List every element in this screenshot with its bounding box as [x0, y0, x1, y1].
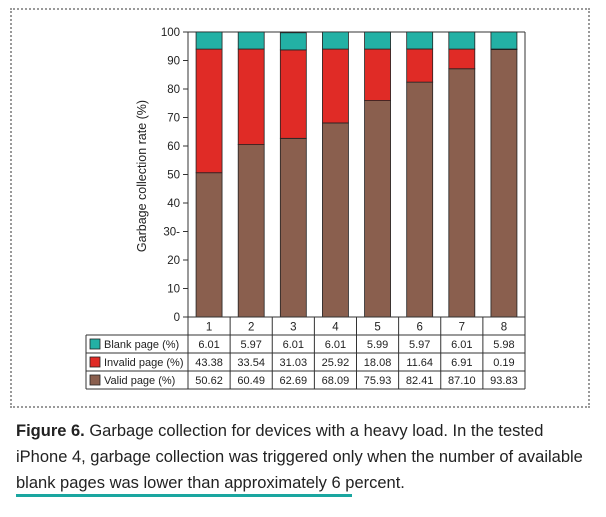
bar-segment-invalid — [448, 48, 476, 70]
bar-segment-valid — [364, 100, 391, 318]
bar-segment-invalid — [364, 48, 391, 101]
data-label: 60.49 — [237, 375, 265, 387]
data-label: 62.69 — [280, 375, 308, 387]
legend-swatch — [89, 338, 101, 350]
bar-segment-invalid — [237, 48, 265, 146]
x-tick-label: 2 — [248, 322, 254, 334]
y-tick-label: 30- — [163, 227, 180, 239]
data-label: 18.08 — [364, 357, 392, 369]
data-label: 75.93 — [364, 375, 392, 387]
x-tick-label: 7 — [459, 322, 465, 334]
x-tick-label: 5 — [374, 322, 380, 334]
legend-label: Valid page (%) — [104, 375, 175, 387]
bar-segment-blank — [322, 31, 349, 50]
data-label: 43.38 — [195, 357, 223, 369]
bar-segment-blank — [237, 31, 265, 50]
bar-segment-blank — [490, 31, 518, 50]
legend-swatch — [89, 374, 101, 386]
data-label: 11.64 — [406, 357, 433, 369]
data-label: 31.03 — [280, 357, 308, 369]
y-axis-label: Garbage collection rate (%) — [135, 100, 149, 252]
legend-label: Blank page (%) — [104, 339, 179, 351]
data-label: 6.01 — [451, 339, 472, 351]
caption-underline — [16, 494, 352, 497]
x-tick-label: 6 — [416, 322, 422, 334]
bar-segment-invalid — [279, 49, 307, 139]
legend-label: Invalid page (%) — [104, 357, 184, 369]
data-label: 5.97 — [240, 339, 261, 351]
bar-segment-valid — [279, 137, 307, 318]
figure-caption: Figure 6. Garbage collection for devices… — [16, 418, 596, 496]
bar-segment-valid — [406, 81, 434, 318]
bar-segment-blank — [364, 31, 391, 50]
y-tick-label: 80 — [167, 84, 180, 96]
data-label: 68.09 — [322, 375, 350, 387]
data-label: 6.01 — [325, 339, 346, 351]
stacked-bar-chart: Garbage collection rate (%) 0102030-4050… — [85, 27, 526, 390]
data-label: 0.19 — [493, 357, 514, 369]
bar-segment-valid — [195, 172, 223, 318]
bar-segment-valid — [448, 68, 476, 318]
data-label: 6.91 — [451, 357, 472, 369]
data-label: 82.41 — [406, 375, 434, 387]
y-tick-label: 90 — [167, 56, 180, 68]
bar-segment-blank — [279, 32, 307, 51]
bar-segment-invalid — [195, 48, 223, 174]
data-label: 5.97 — [409, 339, 430, 351]
data-label: 25.92 — [322, 357, 350, 369]
x-tick-label: 8 — [501, 322, 507, 334]
bar-segment-invalid — [406, 48, 434, 83]
bar-segment-blank — [448, 31, 476, 50]
y-tick-label: 10 — [167, 284, 180, 296]
y-tick-label: 60 — [167, 141, 180, 153]
y-tick-label: 50 — [167, 170, 180, 182]
caption-label: Figure 6. — [16, 422, 85, 440]
data-label: 87.10 — [448, 375, 476, 387]
y-tick-label: 100 — [161, 27, 180, 39]
figure-frame — [10, 8, 590, 408]
y-tick-label: 0 — [174, 312, 180, 324]
y-tick-label: 70 — [167, 113, 180, 125]
x-tick-label: 1 — [206, 322, 212, 334]
data-label: 5.99 — [367, 339, 388, 351]
bar-segment-blank — [195, 31, 223, 50]
legend-swatch — [89, 356, 101, 368]
y-tick-label: 20 — [167, 255, 180, 267]
data-label: 50.62 — [195, 375, 223, 387]
data-label: 93.83 — [490, 375, 518, 387]
data-label: 5.98 — [493, 339, 514, 351]
x-tick-label: 3 — [290, 322, 296, 334]
caption-text: Garbage collection for devices with a he… — [16, 422, 583, 492]
bar-segment-invalid — [322, 48, 349, 124]
bar-segment-valid — [322, 122, 349, 318]
data-label: 33.54 — [237, 357, 265, 369]
x-tick-label: 4 — [332, 322, 339, 334]
bar-segment-blank — [406, 31, 434, 50]
bar-segment-valid — [237, 144, 265, 318]
data-label: 6.01 — [283, 339, 304, 351]
y-tick-label: 40 — [167, 198, 180, 210]
bar-segment-valid — [490, 49, 518, 318]
data-label: 6.01 — [198, 339, 219, 351]
